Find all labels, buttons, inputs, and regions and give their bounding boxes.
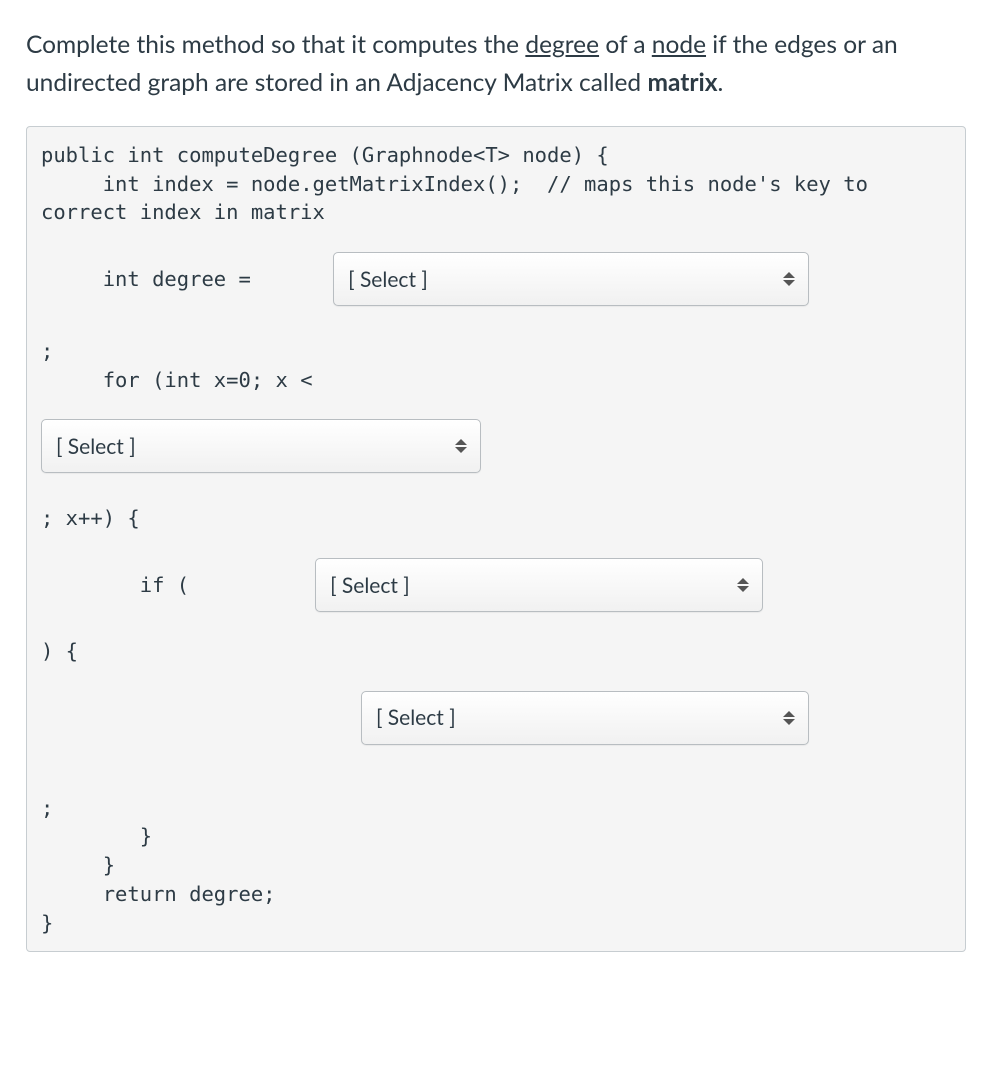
code-line-1: public int computeDegree (Graphnode<T> n… [41,141,951,170]
code-block: public int computeDegree (Graphnode<T> n… [26,126,966,952]
code-degree-pre: int degree = [41,267,263,291]
select-wrap-2: [ Select ] [41,419,481,473]
code-if-pre: if ( [41,573,189,597]
code-line-close-method: } [41,909,951,938]
question-container: Complete this method so that it computes… [0,0,992,952]
code-line-close-for: } [41,851,951,880]
select-body-stmt[interactable]: [ Select ] [361,691,809,745]
code-line-closeparen-brace: ) { [41,637,951,666]
code-row-degree: int degree = [ Select ] [41,241,951,317]
select-degree-init[interactable]: [ Select ] [333,252,809,306]
code-line-close-inner: } [41,822,951,851]
prompt-text-2: of a [599,30,652,59]
code-line-for: for (int x=0; x < [41,366,951,395]
code-line-xpp: ; x++) { [41,504,951,533]
prompt-bold-matrix: matrix [647,68,717,97]
question-prompt: Complete this method so that it computes… [26,26,966,102]
prompt-underline-node: node [652,30,706,59]
select-wrap-4: [ Select ] [361,691,809,745]
select-for-bound[interactable]: [ Select ] [41,419,481,473]
select-wrap-1: [ Select ] [333,252,809,306]
prompt-underline-degree: degree [525,30,599,59]
code-line-return: return degree; [41,880,951,909]
code-row-if: if ( [ Select ] [41,547,951,623]
prompt-text-4: . [717,68,723,97]
code-line-2: int index = node.getMatrixIndex(); // ma… [41,170,951,227]
select-if-condition[interactable]: [ Select ] [315,558,763,612]
code-row-body: [ Select ] [41,680,951,756]
prompt-text-1: Complete this method so that it computes… [26,30,525,59]
select-wrap-3: [ Select ] [315,558,763,612]
code-row-for-bound: [ Select ] [41,408,951,484]
code-line-semicolon-1: ; [41,337,951,366]
code-line-semicolon-2: ; [41,794,951,823]
